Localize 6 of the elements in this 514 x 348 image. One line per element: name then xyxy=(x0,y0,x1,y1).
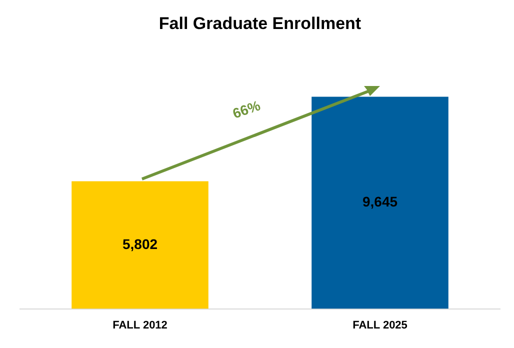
x-tick-label: FALL 2025 xyxy=(352,319,408,332)
data-label: 5,802 xyxy=(122,236,158,252)
x-tick-label: FALL 2012 xyxy=(112,319,168,332)
chart-title: Fall Graduate Enrollment xyxy=(158,14,362,33)
annotation: 66% xyxy=(230,96,263,122)
data-label: 9,645 xyxy=(362,194,398,210)
